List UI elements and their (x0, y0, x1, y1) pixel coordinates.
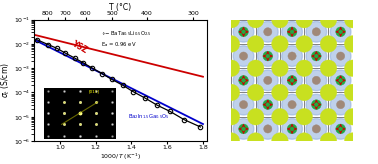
Circle shape (223, 84, 240, 101)
Circle shape (272, 109, 288, 125)
Ellipse shape (306, 119, 327, 139)
X-axis label: $1000/T$ (K$^{-1}$): $1000/T$ (K$^{-1}$) (100, 152, 141, 162)
Circle shape (320, 36, 337, 52)
Circle shape (239, 75, 248, 85)
Ellipse shape (330, 70, 351, 91)
Ellipse shape (306, 46, 327, 66)
Circle shape (311, 100, 321, 110)
Text: Ba$_2$In$_{1.5}$Ga$_{0.5}$O$_5$: Ba$_2$In$_{1.5}$Ga$_{0.5}$O$_5$ (128, 112, 170, 121)
Ellipse shape (282, 70, 302, 91)
Ellipse shape (233, 94, 254, 115)
Ellipse shape (257, 94, 278, 115)
Circle shape (296, 11, 313, 28)
Text: E$_a$ = 0.96 eV: E$_a$ = 0.96 eV (101, 40, 137, 49)
Circle shape (288, 101, 296, 109)
Text: YSZ: YSZ (70, 39, 88, 54)
Ellipse shape (306, 70, 327, 91)
Ellipse shape (257, 70, 278, 91)
Ellipse shape (330, 119, 351, 139)
Circle shape (264, 76, 272, 84)
Circle shape (320, 60, 337, 76)
Circle shape (248, 84, 264, 101)
Y-axis label: $\sigma_t$ (S/cm): $\sigma_t$ (S/cm) (0, 62, 12, 98)
Ellipse shape (233, 119, 254, 139)
Circle shape (263, 51, 273, 61)
Circle shape (312, 125, 321, 133)
Circle shape (287, 75, 297, 85)
Ellipse shape (233, 46, 254, 66)
Circle shape (223, 60, 240, 76)
Circle shape (344, 60, 361, 76)
Circle shape (223, 11, 240, 28)
Circle shape (223, 36, 240, 52)
Circle shape (239, 101, 248, 109)
Circle shape (320, 109, 337, 125)
Circle shape (344, 133, 361, 149)
Circle shape (320, 84, 337, 101)
Circle shape (287, 124, 297, 134)
Circle shape (336, 101, 345, 109)
Ellipse shape (282, 94, 302, 115)
Circle shape (312, 28, 321, 36)
Circle shape (287, 27, 297, 37)
Ellipse shape (257, 46, 278, 66)
Circle shape (248, 133, 264, 149)
Ellipse shape (330, 46, 351, 66)
Circle shape (263, 100, 273, 110)
X-axis label: T (°C): T (°C) (109, 3, 131, 12)
Circle shape (223, 133, 240, 149)
Circle shape (312, 76, 321, 84)
Ellipse shape (306, 94, 327, 115)
Circle shape (264, 125, 272, 133)
Circle shape (311, 51, 321, 61)
Circle shape (296, 60, 313, 76)
Ellipse shape (257, 119, 278, 139)
Circle shape (264, 28, 272, 36)
Circle shape (320, 133, 337, 149)
Ellipse shape (330, 94, 351, 115)
Ellipse shape (233, 70, 254, 91)
Ellipse shape (330, 21, 351, 42)
Circle shape (239, 27, 248, 37)
Circle shape (272, 133, 288, 149)
Ellipse shape (257, 21, 278, 42)
Circle shape (239, 124, 248, 134)
Circle shape (320, 11, 337, 28)
Circle shape (296, 109, 313, 125)
Circle shape (336, 52, 345, 60)
Circle shape (248, 11, 264, 28)
Circle shape (272, 11, 288, 28)
Circle shape (272, 36, 288, 52)
Circle shape (344, 36, 361, 52)
Circle shape (296, 84, 313, 101)
Ellipse shape (233, 21, 254, 42)
Circle shape (272, 84, 288, 101)
Circle shape (248, 109, 264, 125)
Circle shape (336, 75, 345, 85)
Ellipse shape (282, 46, 302, 66)
Circle shape (223, 109, 240, 125)
Circle shape (336, 124, 345, 134)
Circle shape (272, 60, 288, 76)
Circle shape (336, 27, 345, 37)
Circle shape (344, 11, 361, 28)
Ellipse shape (282, 119, 302, 139)
Circle shape (344, 84, 361, 101)
Circle shape (248, 36, 264, 52)
Circle shape (344, 109, 361, 125)
Circle shape (296, 36, 313, 52)
Ellipse shape (306, 21, 327, 42)
Circle shape (288, 52, 296, 60)
Text: $\circ$$-$ BaTa$_{0.5}$Li$_{0.5}$O$_{2.5}$: $\circ$$-$ BaTa$_{0.5}$Li$_{0.5}$O$_{2.5… (101, 29, 152, 38)
Circle shape (248, 60, 264, 76)
Ellipse shape (282, 21, 302, 42)
Circle shape (296, 133, 313, 149)
Circle shape (239, 52, 248, 60)
